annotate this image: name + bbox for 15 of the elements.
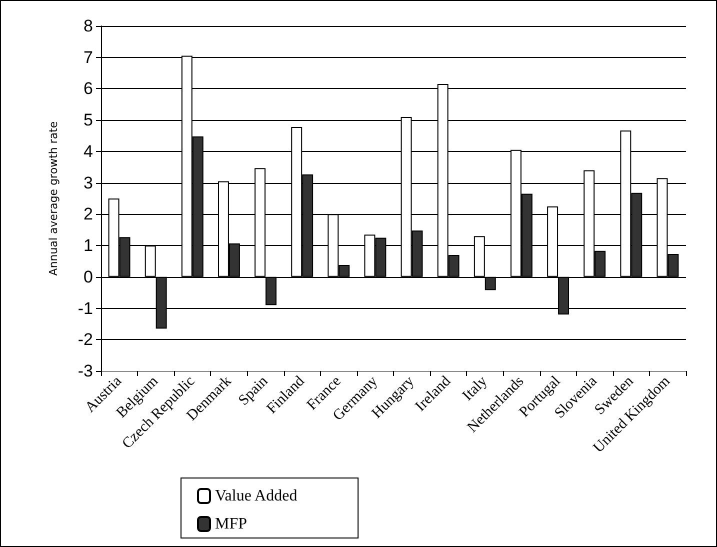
y-tick-label: 0 xyxy=(84,267,93,286)
y-tick-label: 2 xyxy=(84,204,93,224)
y-tick-label: 5 xyxy=(84,110,93,130)
y-tick-label: 3 xyxy=(84,173,93,192)
y-axis-title: Annual average growth rate xyxy=(47,121,60,276)
y-tick-label: 8 xyxy=(84,16,93,36)
legend-label: MFP xyxy=(215,516,248,532)
y-tick-label: 7 xyxy=(84,48,93,67)
y-tick-label: -2 xyxy=(78,330,93,350)
y-tick-label: 6 xyxy=(84,79,93,98)
y-tick-label: -1 xyxy=(78,298,93,318)
legend-label: Value Added xyxy=(215,488,298,504)
y-tick-label: 4 xyxy=(84,142,93,161)
y-tick-label: 1 xyxy=(84,236,93,256)
y-tick-label: -3 xyxy=(78,362,93,380)
